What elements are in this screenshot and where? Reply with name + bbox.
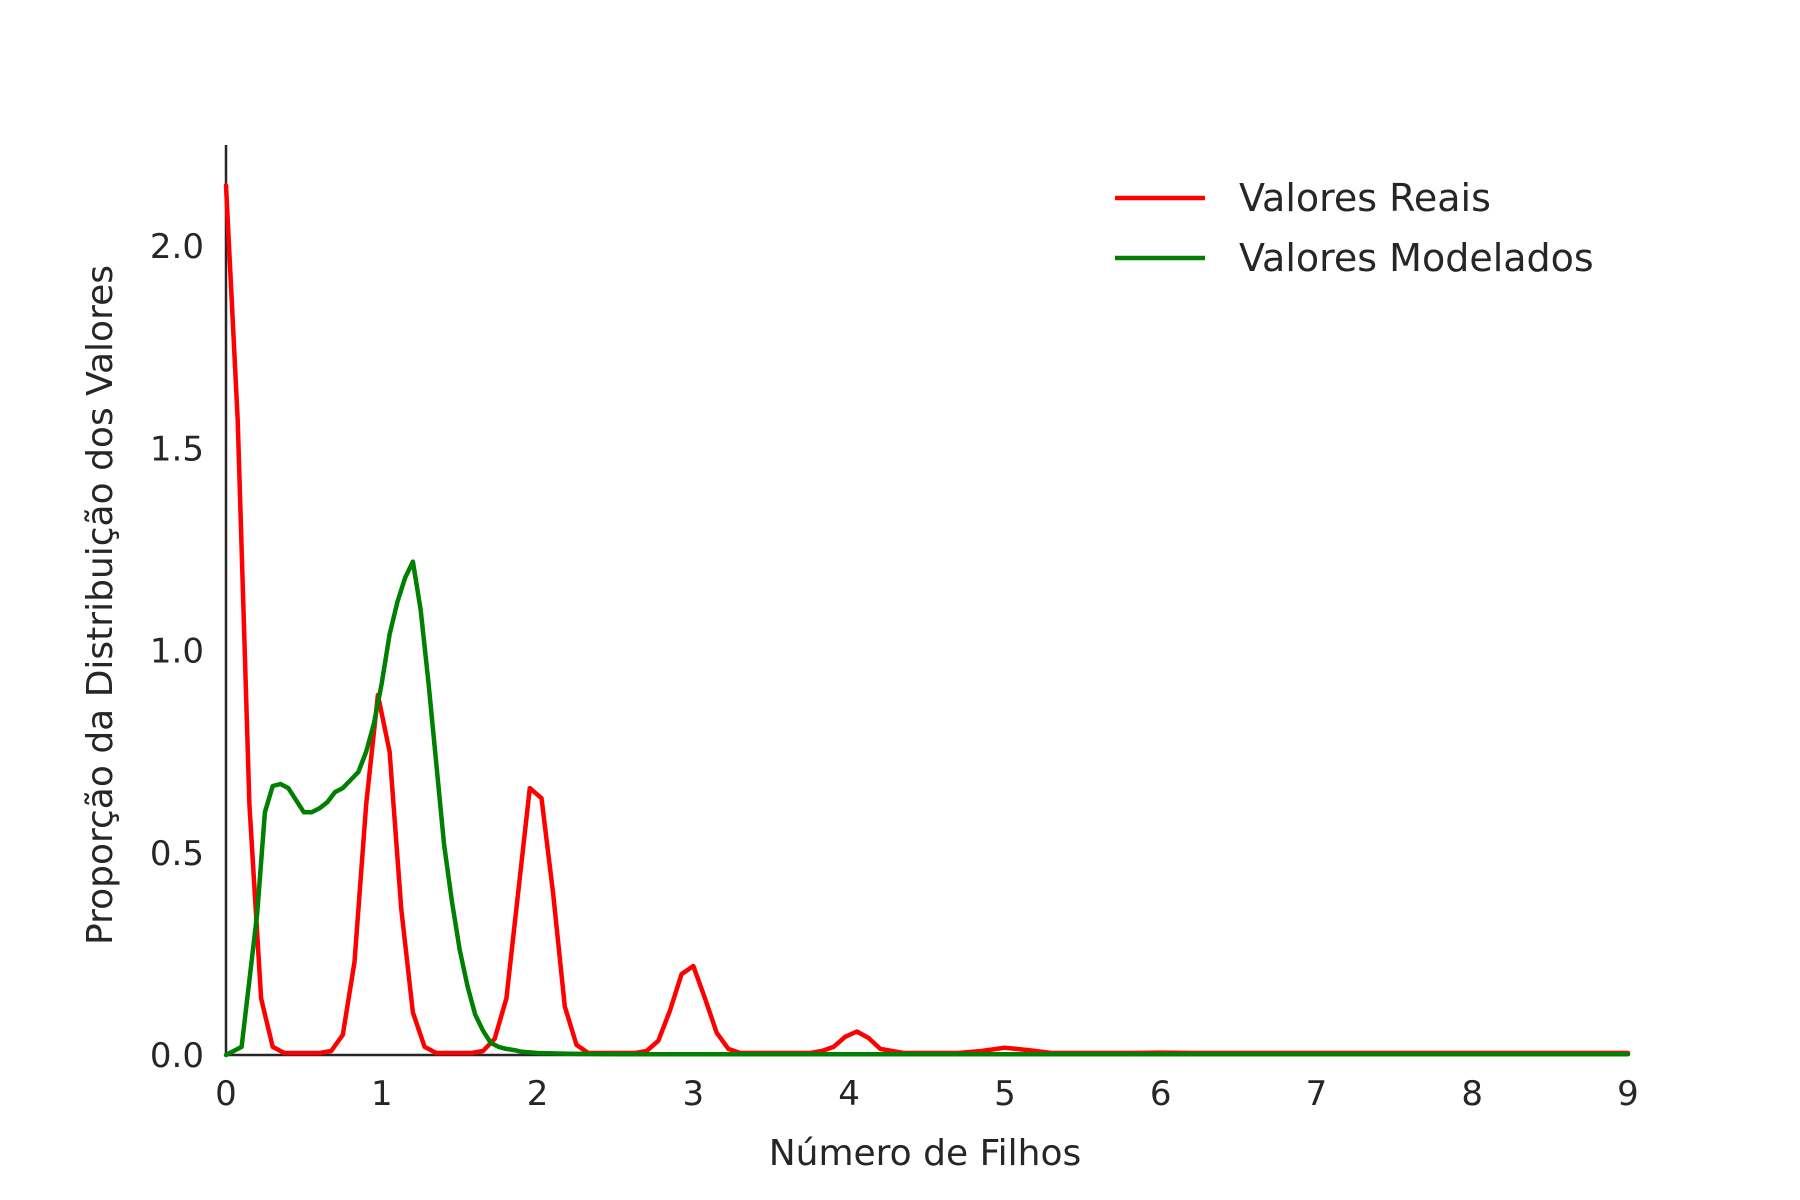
x-tick-label: 1 — [371, 1074, 393, 1114]
x-tick-label: 8 — [1461, 1074, 1483, 1114]
legend-label: Valores Reais — [1239, 176, 1491, 220]
y-tick-label: 2.0 — [150, 227, 204, 267]
x-tick-label: 2 — [527, 1074, 549, 1114]
series-line-valores-modelados — [223, 559, 1631, 1058]
legend: Valores Reais Valores Modelados — [1115, 176, 1594, 280]
series-line-valores-reais — [223, 183, 1631, 1056]
y-tick-label: 0.5 — [150, 834, 204, 874]
y-axis-ticks: 0.0 0.5 1.0 1.5 2.0 — [150, 227, 204, 1076]
x-tick-label: 9 — [1617, 1074, 1639, 1114]
x-tick-label: 7 — [1306, 1074, 1328, 1114]
y-tick-label: 1.5 — [150, 429, 204, 469]
y-tick-label: 1.0 — [150, 632, 204, 672]
y-tick-label: 0.0 — [150, 1036, 204, 1076]
series-group — [223, 183, 1631, 1058]
y-axis-label: Proporção da Distribuição dos Valores — [80, 265, 121, 945]
legend-label: Valores Modelados — [1239, 236, 1594, 280]
x-tick-label: 6 — [1150, 1074, 1172, 1114]
x-axis-label: Número de Filhos — [769, 1133, 1082, 1174]
x-tick-label: 5 — [994, 1074, 1016, 1114]
x-tick-label: 3 — [683, 1074, 705, 1114]
x-tick-label: 0 — [215, 1074, 237, 1114]
x-axis-ticks: 0 1 2 3 4 5 6 7 8 9 — [215, 1074, 1639, 1114]
x-tick-label: 4 — [838, 1074, 860, 1114]
